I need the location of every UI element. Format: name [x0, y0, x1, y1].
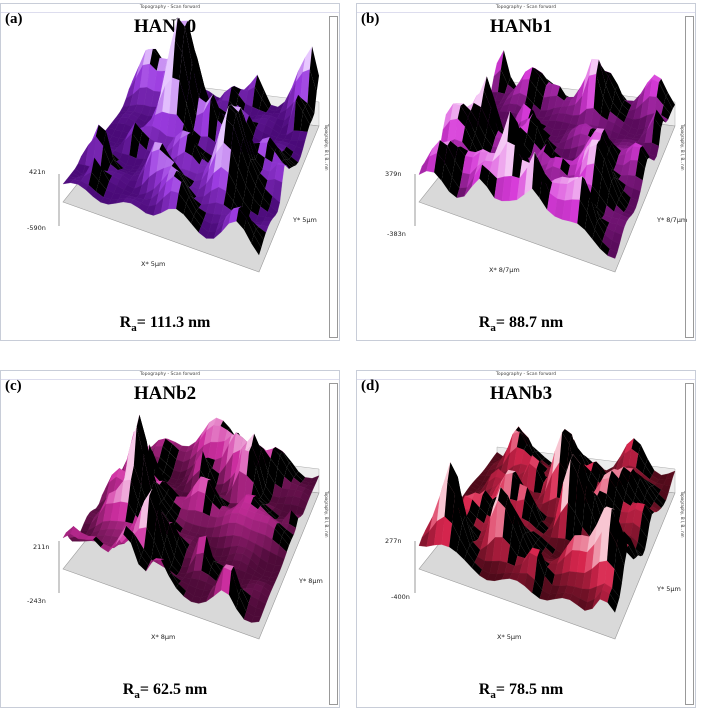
z-bottom-label: -400n	[391, 593, 410, 601]
x-axis-label: X* 8/7µm	[489, 266, 520, 274]
colorbar	[685, 383, 694, 705]
surface-plot: 379n -383n X* 8/7µm Y* 8/7µm	[385, 50, 687, 274]
surface-mesh	[418, 50, 675, 259]
z-bottom-label: -243n	[27, 597, 46, 605]
surface-plot: 421n -590n X* 5µm Y* 5µm	[27, 17, 320, 273]
colorbar-label: Topography, B I, B.. nm	[680, 124, 685, 171]
panel-label: (b)	[361, 11, 380, 27]
panel-c: Topography - Scan forward (c) HANb2 211n…	[0, 370, 340, 708]
panel-header: Topography - Scan forward	[1, 371, 339, 380]
panel-label: (c)	[5, 378, 22, 394]
y-axis-label: Y* 8/7µm	[656, 216, 687, 224]
roughness-value: Ra= 88.7 nm	[478, 313, 564, 334]
z-bottom-label: -383n	[387, 230, 406, 238]
surface-plot: 277n -400n X* 5µm Y* 5µm	[385, 426, 681, 641]
y-axis-label: Y* 5µm	[656, 585, 681, 593]
panel-header: Topography - Scan forward	[357, 4, 695, 13]
z-top-label: 211n	[33, 543, 50, 551]
roughness-value: Ra= 62.5 nm	[122, 680, 208, 701]
panel-header: Topography - Scan forward	[1, 4, 339, 13]
y-axis-label: Y* 8µm	[298, 577, 323, 585]
panel-label: (a)	[5, 11, 23, 27]
colorbar-label: Topography, B I, B.. nm	[324, 124, 329, 171]
z-bottom-label: -590n	[27, 224, 46, 232]
colorbar-label: Topography, B I, B.. nm	[680, 491, 685, 538]
colorbar	[329, 16, 338, 338]
colorbar	[329, 383, 338, 705]
x-axis-label: X* 5µm	[141, 260, 165, 268]
panel-title: HANb1	[489, 16, 553, 37]
surface-mesh	[62, 414, 320, 623]
z-top-label: 421n	[29, 168, 46, 176]
panel-header: Topography - Scan forward	[357, 371, 695, 380]
surface-plot: 211n -243n X* 8µm Y* 8µm	[27, 414, 323, 641]
roughness-value: Ra= 111.3 nm	[119, 313, 211, 334]
panel-title: HANb2	[133, 383, 197, 404]
roughness-value: Ra= 78.5 nm	[478, 680, 564, 701]
z-top-label: 277n	[385, 537, 402, 545]
colorbar-label: Topography, B I, B.. nm	[324, 491, 329, 538]
surface-mesh	[418, 426, 676, 613]
x-axis-label: X* 8µm	[151, 633, 175, 641]
panel-title: HANb3	[489, 383, 553, 404]
panel-label: (d)	[361, 378, 380, 394]
surface-mesh	[62, 17, 319, 256]
z-top-label: 379n	[385, 170, 402, 178]
panel-d: Topography - Scan forward (d) HANb3 277n…	[356, 370, 696, 708]
y-axis-label: Y* 5µm	[292, 216, 317, 224]
panel-b: Topography - Scan forward (b) HANb1 379n…	[356, 3, 696, 341]
x-axis-label: X* 5µm	[497, 633, 521, 641]
colorbar	[685, 16, 694, 338]
panel-a: Topography - Scan forward (a) HANb0 421n…	[0, 3, 340, 341]
